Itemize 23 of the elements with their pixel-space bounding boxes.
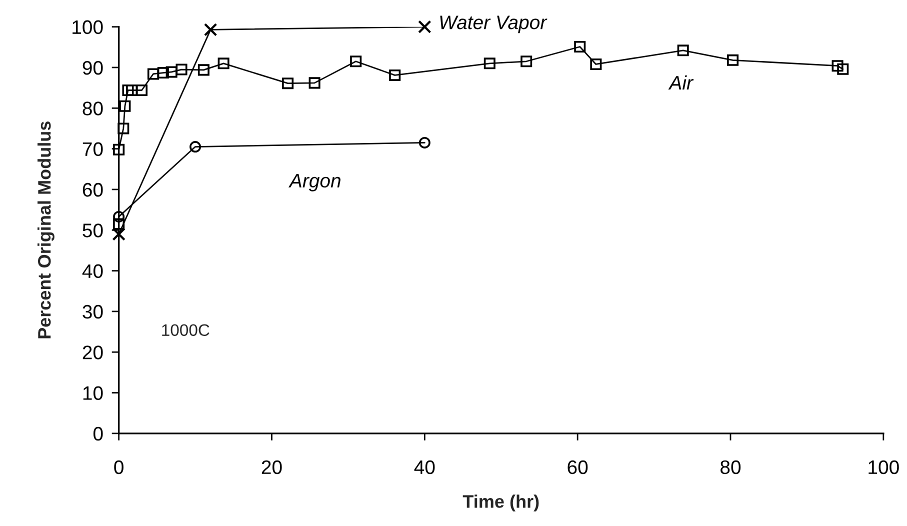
- y-tick-label: 10: [83, 386, 103, 400]
- x-tick-label: 0: [114, 460, 124, 474]
- y-tick-label: 50: [82, 224, 103, 238]
- x-tick-label: 20: [262, 460, 282, 474]
- series-label: Argon: [288, 174, 340, 192]
- series-label: Water Vapor: [440, 16, 548, 34]
- annotation: 1000C: [162, 324, 210, 336]
- x-axis-title: Time (hr): [462, 494, 539, 512]
- x-tick-label: 80: [720, 460, 741, 474]
- y-tick-label: 0: [93, 426, 103, 441]
- y-tick-label: 20: [82, 346, 103, 360]
- y-tick-label: 40: [82, 264, 103, 278]
- y-axis-title: Percent Original Modulus: [38, 122, 54, 338]
- series-label: Air: [668, 75, 694, 90]
- y-tick-label: 90: [82, 60, 103, 75]
- y-tick-label: 70: [82, 142, 103, 156]
- y-tick-label: 30: [82, 304, 103, 319]
- x-tick-label: 40: [414, 460, 435, 474]
- y-tick-label: 80: [82, 102, 103, 116]
- y-tick-label: 100: [72, 20, 103, 34]
- x-tick-label: 100: [868, 460, 899, 474]
- y-tick-label: 60: [82, 182, 103, 197]
- x-tick-label: 60: [568, 460, 588, 474]
